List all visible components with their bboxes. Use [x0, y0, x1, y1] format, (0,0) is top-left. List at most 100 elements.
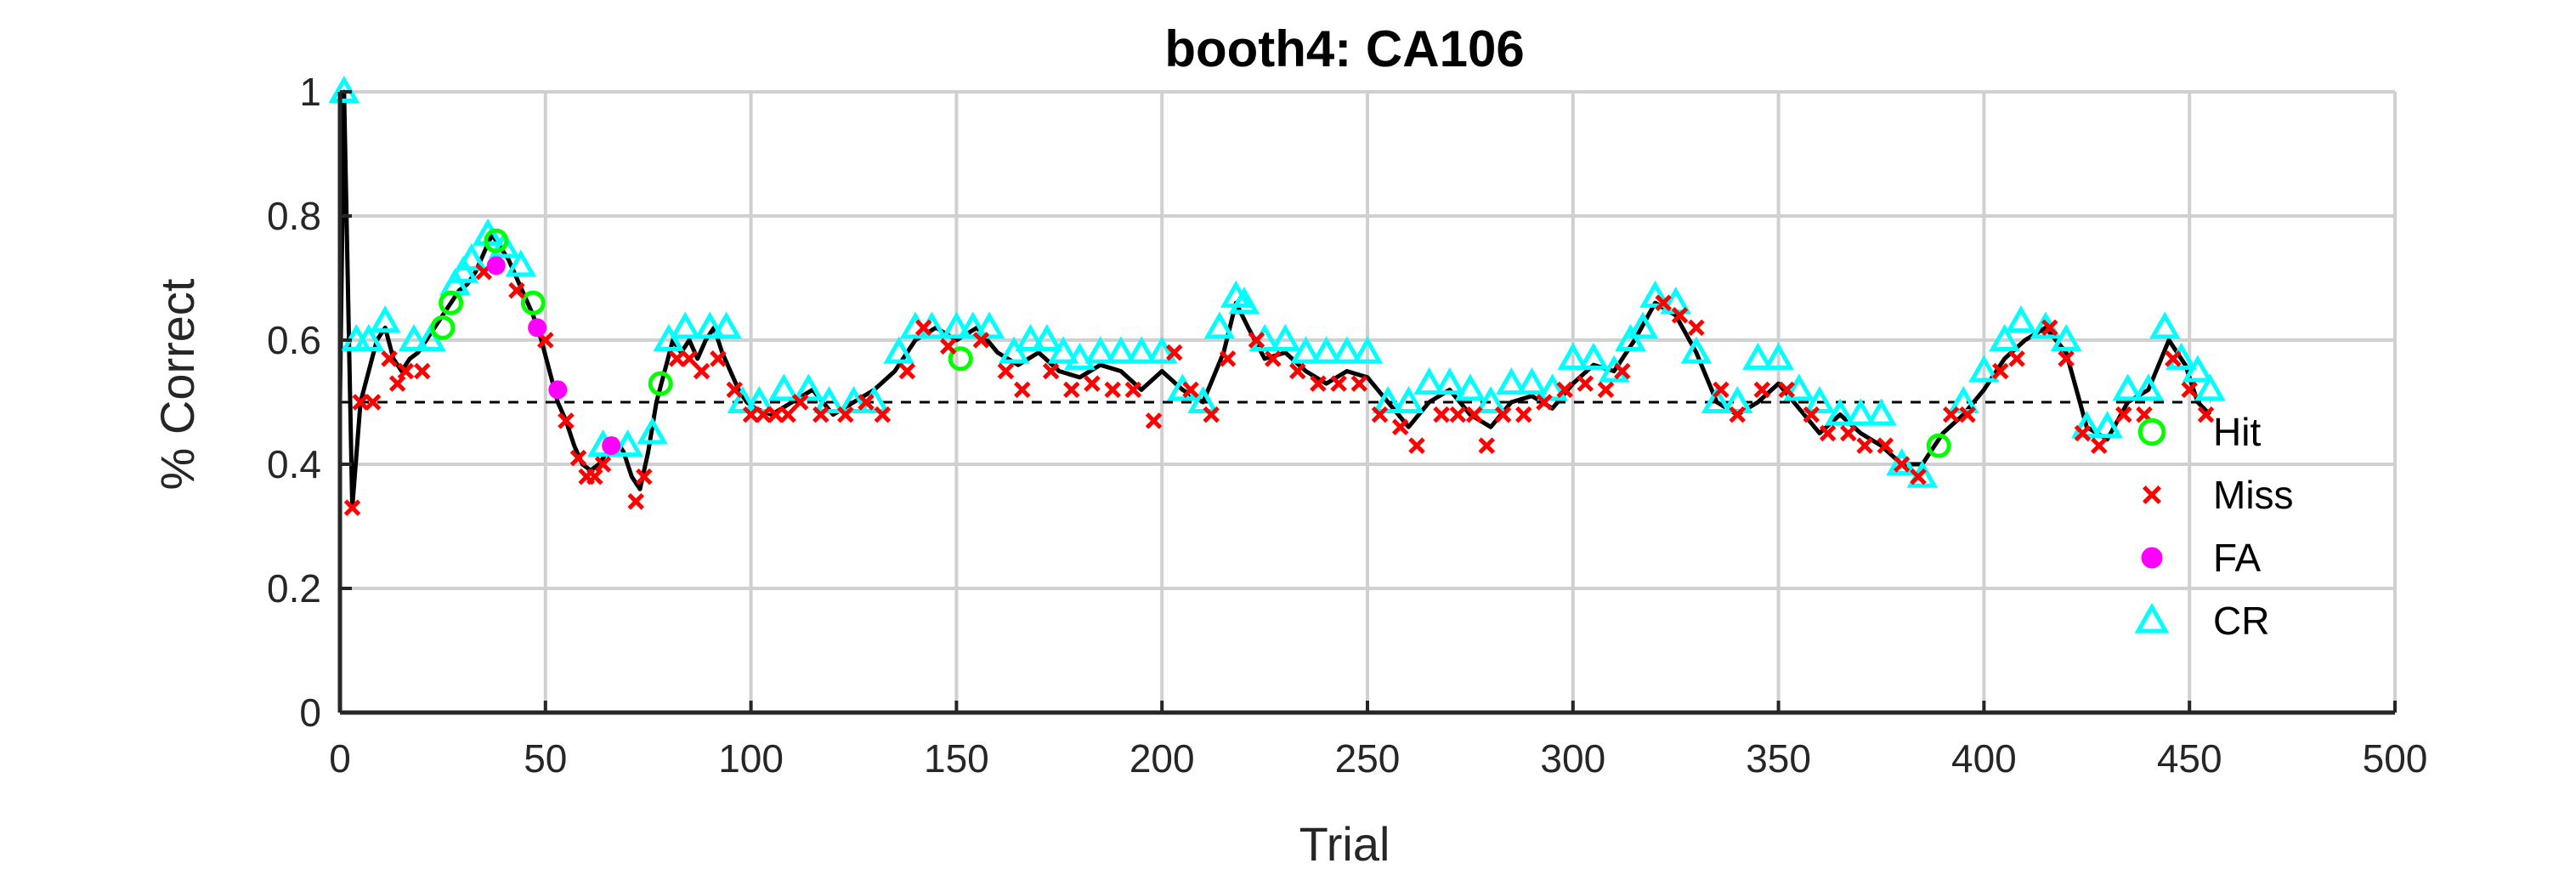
miss-marker [1577, 375, 1594, 392]
miss-stroke [1536, 394, 1553, 411]
miss-stroke [1803, 406, 1820, 423]
miss-marker [1536, 394, 1553, 411]
miss-marker [1014, 381, 1031, 399]
miss-stroke [1165, 344, 1183, 361]
miss-stroke [1556, 381, 1573, 399]
cr-marker [1577, 342, 1610, 370]
miss-stroke [1478, 437, 1496, 454]
miss-stroke [1289, 362, 1306, 380]
cr-marker [1351, 336, 1384, 364]
cr-marker [1680, 336, 1713, 364]
miss-stroke [2136, 406, 2153, 423]
miss-stroke [2115, 406, 2132, 423]
miss-marker [1289, 362, 1306, 380]
cr-marker [1824, 398, 1856, 426]
cr-marker [1269, 323, 1301, 351]
miss-stroke [710, 350, 727, 367]
miss-marker [1671, 307, 1689, 324]
miss-marker [1991, 362, 2009, 380]
cr-marker [1434, 367, 1466, 395]
miss-marker [1219, 350, 1237, 367]
axes [337, 90, 2397, 715]
tick-labels: 0 50 100 150 200 250 300 350 400 450 500 0 0.2 0.4 0.6… [267, 70, 2427, 781]
cr-marker [883, 336, 915, 364]
miss-marker [1910, 468, 1927, 486]
legend-marker-fa [2141, 547, 2163, 569]
cr-marker [1886, 447, 1917, 475]
cr-marker [2092, 411, 2123, 439]
miss-stroke [693, 362, 711, 380]
miss-marker [668, 350, 686, 367]
cr-marker [398, 323, 430, 351]
miss-marker [767, 406, 784, 423]
cr-marker [1064, 342, 1096, 370]
cr-marker [1783, 373, 1815, 401]
miss-stroke [1182, 381, 1199, 399]
miss-stroke [1449, 406, 1467, 423]
y-axis-title: % Correct [150, 278, 204, 490]
miss-stroke [2143, 486, 2161, 504]
miss-stroke [2091, 437, 2108, 454]
miss-marker [791, 394, 809, 411]
hit-marker [1926, 433, 1951, 458]
miss-marker [2058, 350, 2075, 367]
cr-marker [1228, 287, 1260, 315]
miss-marker [364, 394, 382, 411]
miss-stroke [1408, 437, 1425, 454]
miss-marker [1778, 381, 1796, 399]
cr-marker [1311, 336, 1342, 364]
miss-marker [1942, 406, 1960, 423]
cr-marker [1537, 373, 1568, 401]
cr-marker [2050, 323, 2082, 351]
miss-stroke [1145, 412, 1163, 429]
legend-marker-miss [2143, 486, 2161, 504]
miss-marker [1840, 424, 1857, 442]
miss-marker [1753, 381, 1771, 399]
miss-marker [1819, 424, 1837, 442]
miss-marker [2115, 406, 2132, 423]
miss-stroke [2181, 381, 2198, 399]
miss-stroke [1877, 437, 1894, 454]
cr-marker [1701, 385, 1733, 413]
miss-stroke [1494, 406, 1512, 423]
cr-marker [1372, 385, 1404, 413]
miss-marker [1478, 437, 1496, 454]
miss-stroke [1729, 406, 1747, 423]
miss-stroke [2165, 350, 2182, 367]
miss-stroke [1219, 350, 1237, 367]
miss-stroke [837, 406, 854, 423]
miss-stroke [858, 394, 875, 411]
miss-stroke [1671, 307, 1689, 324]
y-tick-label: 0.8 [267, 194, 321, 238]
miss-marker [693, 362, 711, 380]
miss-marker [1893, 456, 1911, 473]
miss-stroke [914, 319, 932, 337]
miss-marker [914, 319, 932, 337]
miss-marker [1803, 406, 1820, 423]
cr-marker [1803, 385, 1836, 413]
cr-marker [1047, 336, 1079, 364]
cr-marker [1203, 311, 1236, 339]
cr-marker [1015, 323, 1046, 351]
miss-stroke [586, 468, 603, 486]
miss-marker [1494, 406, 1512, 423]
miss-stroke [558, 412, 575, 429]
legend-marker-hit [2137, 417, 2166, 446]
cr-marker [2182, 355, 2214, 383]
miss-stroke [726, 381, 744, 399]
x-tick-label: 350 [1746, 736, 1811, 781]
miss-stroke [2197, 406, 2215, 423]
cr-marker [2132, 373, 2165, 401]
miss-stroke [537, 332, 554, 349]
miss-marker [381, 350, 398, 367]
miss-marker [812, 406, 829, 423]
miss-marker [352, 394, 369, 411]
miss-stroke [1577, 375, 1594, 392]
miss-stroke [1124, 381, 1142, 399]
miss-marker [1465, 406, 1483, 423]
miss-marker [1042, 362, 1060, 380]
miss-marker [1310, 375, 1327, 392]
miss-stroke [1104, 381, 1121, 399]
fa-marker [602, 436, 621, 456]
